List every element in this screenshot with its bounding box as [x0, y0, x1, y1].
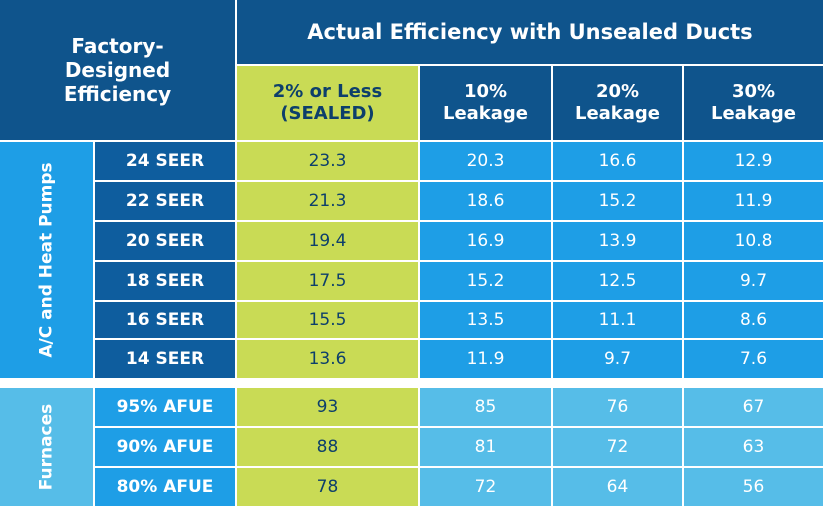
cell-20-seer-sealed: 19.4 [237, 222, 418, 260]
cell-24-seer-sealed: 23.3 [237, 142, 418, 180]
column-header-10-line2: Leakage [442, 103, 529, 124]
cell-95-afue-sealed: 93 [237, 388, 418, 426]
column-header-sealed: 2% or Less (SEALED) [237, 66, 418, 140]
cell-22-seer-30: 11.9 [684, 182, 823, 220]
cell-80-afue-10: 72 [420, 468, 551, 506]
cell-24-seer-10: 20.3 [420, 142, 551, 180]
cell-18-seer-30: 9.7 [684, 262, 823, 300]
row-label-90-afue: 90% AFUE [95, 428, 235, 466]
row-label-24-seer: 24 SEER [95, 142, 235, 180]
cell-22-seer-20: 15.2 [553, 182, 682, 220]
category-ac-heat-pumps-label: A/C and Heat Pumps [36, 162, 57, 358]
column-header-sealed-line2: (SEALED) [280, 103, 375, 124]
row-label-22-seer: 22 SEER [95, 182, 235, 220]
column-header-sealed-line1: 2% or Less [272, 81, 383, 102]
cell-20-seer-30: 10.8 [684, 222, 823, 260]
cell-24-seer-30: 12.9 [684, 142, 823, 180]
cell-80-afue-sealed: 78 [237, 468, 418, 506]
cell-22-seer-10: 18.6 [420, 182, 551, 220]
column-header-20-line1: 20% [595, 81, 640, 102]
column-header-20-leakage: 20% Leakage [553, 66, 682, 140]
row-label-16-seer: 16 SEER [95, 302, 235, 338]
cell-14-seer-sealed: 13.6 [237, 340, 418, 378]
cell-16-seer-20: 11.1 [553, 302, 682, 338]
category-ac-heat-pumps: A/C and Heat Pumps [0, 142, 93, 378]
row-label-20-seer: 20 SEER [95, 222, 235, 260]
cell-95-afue-30: 67 [684, 388, 823, 426]
cell-18-seer-sealed: 17.5 [237, 262, 418, 300]
table-title: Actual Efficiency with Unsealed Ducts [237, 0, 823, 64]
cell-80-afue-30: 56 [684, 468, 823, 506]
factory-label-line2: Designed [64, 58, 171, 82]
column-header-30-line2: Leakage [710, 103, 797, 124]
row-label-80-afue: 80% AFUE [95, 468, 235, 506]
table-title-text: Actual Efficiency with Unsealed Ducts [307, 20, 753, 44]
column-header-20-line2: Leakage [574, 103, 661, 124]
column-header-30-line1: 30% [731, 81, 776, 102]
factory-label-line3: Efficiency [63, 82, 172, 106]
cell-80-afue-20: 64 [553, 468, 682, 506]
cell-90-afue-30: 63 [684, 428, 823, 466]
column-header-10-leakage: 10% Leakage [420, 66, 551, 140]
row-label-18-seer: 18 SEER [95, 262, 235, 300]
column-header-10-line1: 10% [463, 81, 508, 102]
cell-20-seer-10: 16.9 [420, 222, 551, 260]
column-header-30-leakage: 30% Leakage [684, 66, 823, 140]
cell-24-seer-20: 16.6 [553, 142, 682, 180]
cell-90-afue-sealed: 88 [237, 428, 418, 466]
cell-14-seer-10: 11.9 [420, 340, 551, 378]
cell-22-seer-sealed: 21.3 [237, 182, 418, 220]
cell-14-seer-30: 7.6 [684, 340, 823, 378]
category-furnaces: Furnaces [0, 388, 93, 506]
cell-90-afue-10: 81 [420, 428, 551, 466]
cell-16-seer-10: 13.5 [420, 302, 551, 338]
cell-90-afue-20: 72 [553, 428, 682, 466]
cell-95-afue-10: 85 [420, 388, 551, 426]
category-furnaces-label: Furnaces [36, 403, 57, 491]
cell-95-afue-20: 76 [553, 388, 682, 426]
row-label-95-afue: 95% AFUE [95, 388, 235, 426]
cell-20-seer-20: 13.9 [553, 222, 682, 260]
cell-16-seer-30: 8.6 [684, 302, 823, 338]
cell-16-seer-sealed: 15.5 [237, 302, 418, 338]
row-label-14-seer: 14 SEER [95, 340, 235, 378]
cell-14-seer-20: 9.7 [553, 340, 682, 378]
cell-18-seer-10: 15.2 [420, 262, 551, 300]
factory-designed-efficiency-header: Factory- Designed Efficiency [0, 0, 235, 140]
cell-18-seer-20: 12.5 [553, 262, 682, 300]
factory-label-line1: Factory- [71, 34, 164, 58]
